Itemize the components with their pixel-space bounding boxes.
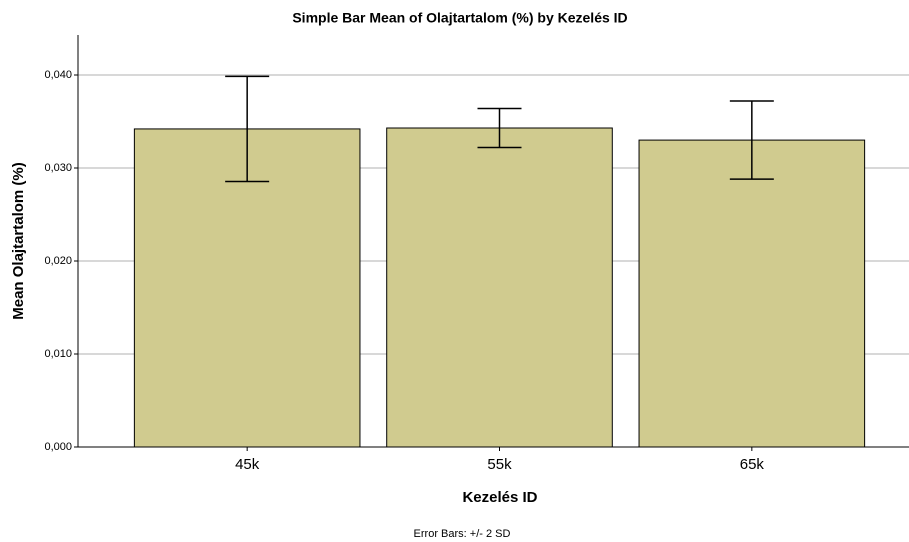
x-tick-label: 55k — [487, 456, 512, 473]
y-tick-label: 0,010 — [44, 348, 72, 360]
x-tick-label: 65k — [740, 456, 765, 473]
bar — [386, 127, 613, 448]
y-tick-label: 0,000 — [44, 441, 72, 453]
y-tick-label: 0,020 — [44, 255, 72, 267]
footnote: Error Bars: +/- 2 SD — [414, 528, 511, 540]
chart-title: Simple Bar Mean of Olajtartalom (%) by K… — [292, 10, 627, 26]
x-axis-label: Kezelés ID — [462, 489, 537, 506]
bar — [638, 139, 866, 448]
y-tick-label: 0,040 — [44, 69, 72, 81]
y-tick-label: 0,030 — [44, 162, 72, 174]
x-tick-label: 45k — [235, 456, 260, 473]
y-axis-label: Mean Olajtartalom (%) — [10, 162, 27, 320]
